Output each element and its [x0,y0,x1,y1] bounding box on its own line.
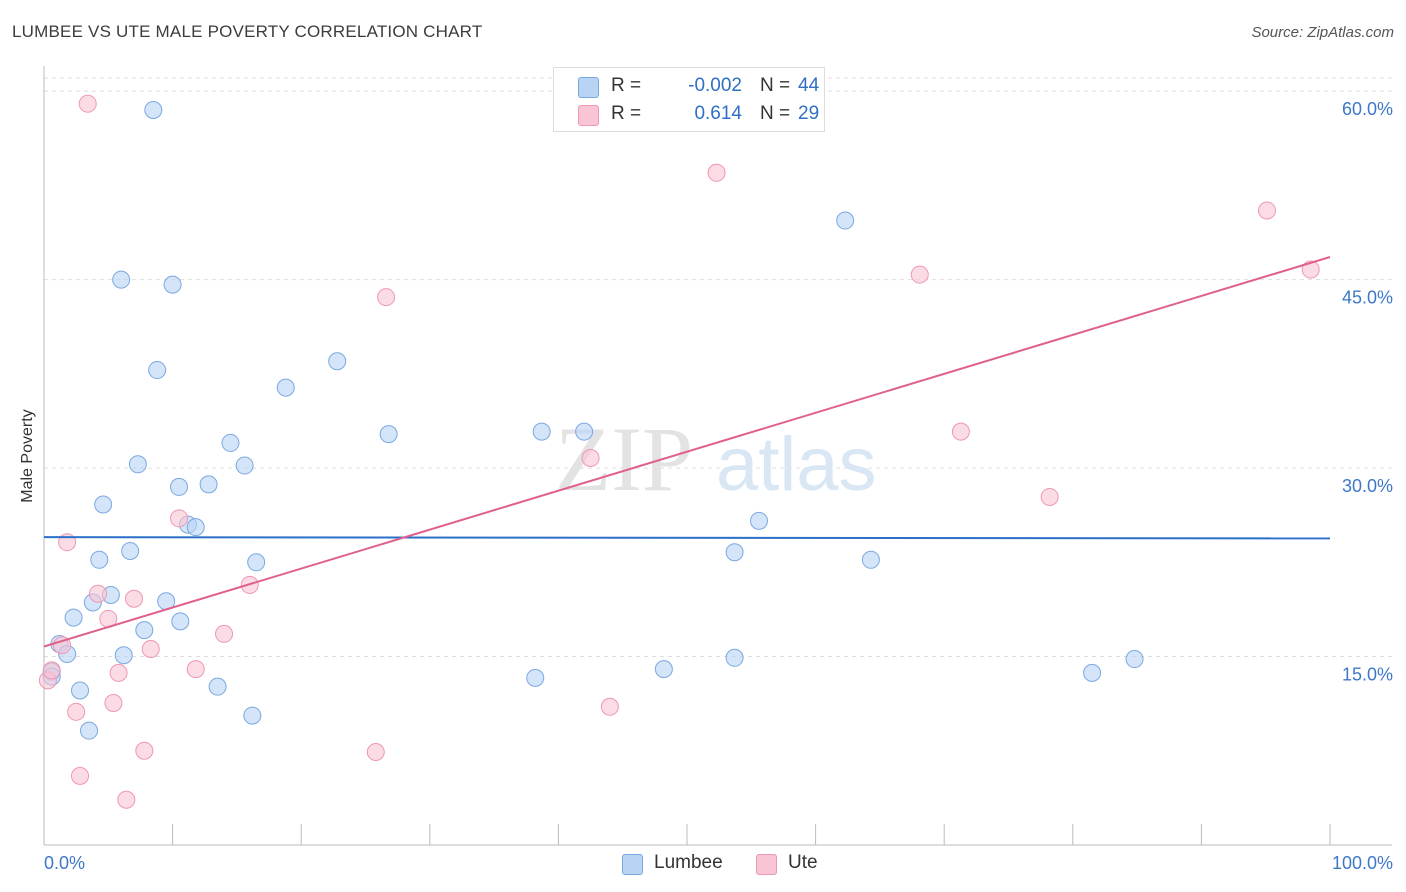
ute-legend-label: Ute [788,852,818,873]
ute-point [215,624,234,643]
ute-point [53,636,72,655]
lumbee-points [42,100,1144,740]
lumbee-point [836,211,855,230]
lumbee-point [750,511,769,530]
lumbee-point [114,646,133,665]
ute-point [707,163,726,182]
y-tick-label: 60.0% [1342,99,1393,119]
lumbee-point [221,433,240,452]
ute-point [600,697,619,716]
lumbee-point [199,475,218,494]
lumbee-point [128,455,147,474]
lumbee-point [80,721,99,740]
lumbee-point [163,275,182,294]
y-tick-labels: 15.0% 30.0% 45.0% 60.0% [1342,99,1393,684]
lumbee-point [144,100,163,119]
x-ticks [172,824,1331,845]
lumbee-point [861,550,880,569]
lumbee-point [235,456,254,475]
ute-point [42,661,61,680]
lumbee-point [247,553,266,572]
lumbee-point [170,477,189,496]
ute-point [581,449,600,468]
lumbee-swatch [578,77,599,98]
lumbee-point [328,352,347,371]
lumbee-point [64,608,83,627]
ute-point [117,790,136,809]
watermark: ZIP atlas [555,408,877,510]
ute-point [89,584,108,603]
lumbee-trend-line [43,536,1331,540]
lumbee-point [575,422,594,441]
ute-point [109,663,128,682]
n-label: N = [760,75,791,96]
r-value: 0.614 [694,103,742,124]
ute-point [377,288,396,307]
source-label: Source: ZipAtlas.com [1251,24,1394,41]
lumbee-legend-label: Lumbee [654,852,723,873]
ute-legend-swatch [756,854,777,875]
lumbee-point [526,668,545,687]
lumbee-point [171,612,190,631]
ute-point [1257,201,1276,220]
ute-trend-line [43,256,1331,648]
ute-point [135,741,154,760]
n-value: 44 [798,75,820,96]
ute-point [71,766,90,785]
lumbee-point [276,378,295,397]
ute-point [1040,487,1059,506]
x-tick-label-max: 100.0% [1332,853,1393,873]
lumbee-point [1083,663,1102,682]
ute-point [366,743,385,762]
ute-point [910,265,929,284]
lumbee-legend-swatch [622,854,643,875]
lumbee-point [725,648,744,667]
r-label: R = [611,75,642,96]
n-value: 29 [798,103,820,124]
y-tick-label: 15.0% [1342,665,1393,685]
chart-title: LUMBEE VS UTE MALE POVERTY CORRELATION C… [12,22,483,41]
r-label: R = [611,103,642,124]
lumbee-point [243,706,262,725]
axes [43,66,1392,846]
ute-point [951,422,970,441]
x-tick-labels: 0.0% 100.0% [44,853,1393,873]
correlation-legend: R = -0.002 N = 44 R = 0.614 N = 29 [553,67,825,132]
lumbee-point [94,495,113,514]
lumbee-point [379,425,398,444]
ute-point [186,660,205,679]
lumbee-point [725,543,744,562]
ute-point [1301,260,1320,279]
lumbee-point [186,518,205,537]
lumbee-point [112,270,131,289]
lumbee-point [90,550,109,569]
ute-point [125,589,144,608]
ute-point [170,509,189,528]
lumbee-point [121,541,140,560]
ute-point [67,702,86,721]
watermark-atlas: atlas [716,422,877,507]
ute-point [141,639,160,658]
lumbee-point [148,361,167,380]
r-value: -0.002 [688,75,742,96]
ute-points [38,94,1320,809]
lumbee-point [1125,650,1144,669]
trend-lines [43,256,1331,648]
y-tick-label: 45.0% [1342,288,1393,308]
lumbee-point [71,681,90,700]
lumbee-point [532,422,551,441]
n-label: N = [760,103,791,124]
ute-point [78,94,97,113]
lumbee-point [208,677,227,696]
lumbee-point [135,621,154,640]
watermark-zip: ZIP [555,408,693,510]
y-tick-label: 30.0% [1342,476,1393,496]
x-tick-label-min: 0.0% [44,853,85,873]
lumbee-point [654,660,673,679]
ute-swatch [578,105,599,126]
ute-point [104,694,123,713]
